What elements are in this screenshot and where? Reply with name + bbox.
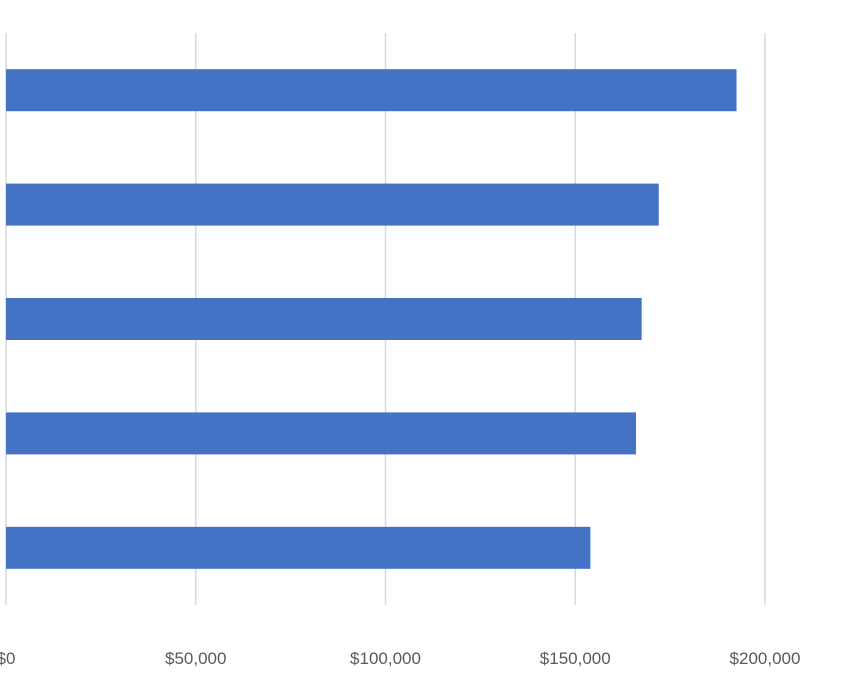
bar-2 bbox=[6, 298, 642, 340]
x-tick-label-3: $150,000 bbox=[540, 649, 611, 668]
x-axis-tick-labels: $0 $50,000 $100,000 $150,000 $200,000 bbox=[0, 649, 800, 668]
bar-1 bbox=[6, 412, 636, 455]
bar-3 bbox=[6, 183, 659, 226]
x-tick-label-2: $100,000 bbox=[350, 649, 421, 668]
x-tick-label-1: $50,000 bbox=[165, 649, 226, 668]
bar-4 bbox=[6, 69, 737, 112]
bars bbox=[6, 69, 737, 569]
x-tick-label-0: $0 bbox=[0, 649, 15, 668]
bar-0 bbox=[6, 526, 591, 569]
x-tick-label-4: $200,000 bbox=[730, 649, 801, 668]
